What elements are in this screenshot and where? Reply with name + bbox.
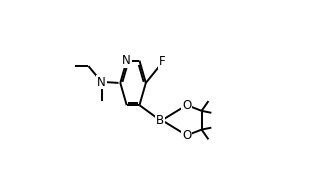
Text: O: O	[182, 99, 191, 112]
Text: B: B	[156, 114, 164, 127]
Text: N: N	[122, 54, 131, 67]
Text: O: O	[182, 129, 191, 142]
Text: F: F	[160, 55, 166, 68]
Text: N: N	[97, 76, 106, 89]
